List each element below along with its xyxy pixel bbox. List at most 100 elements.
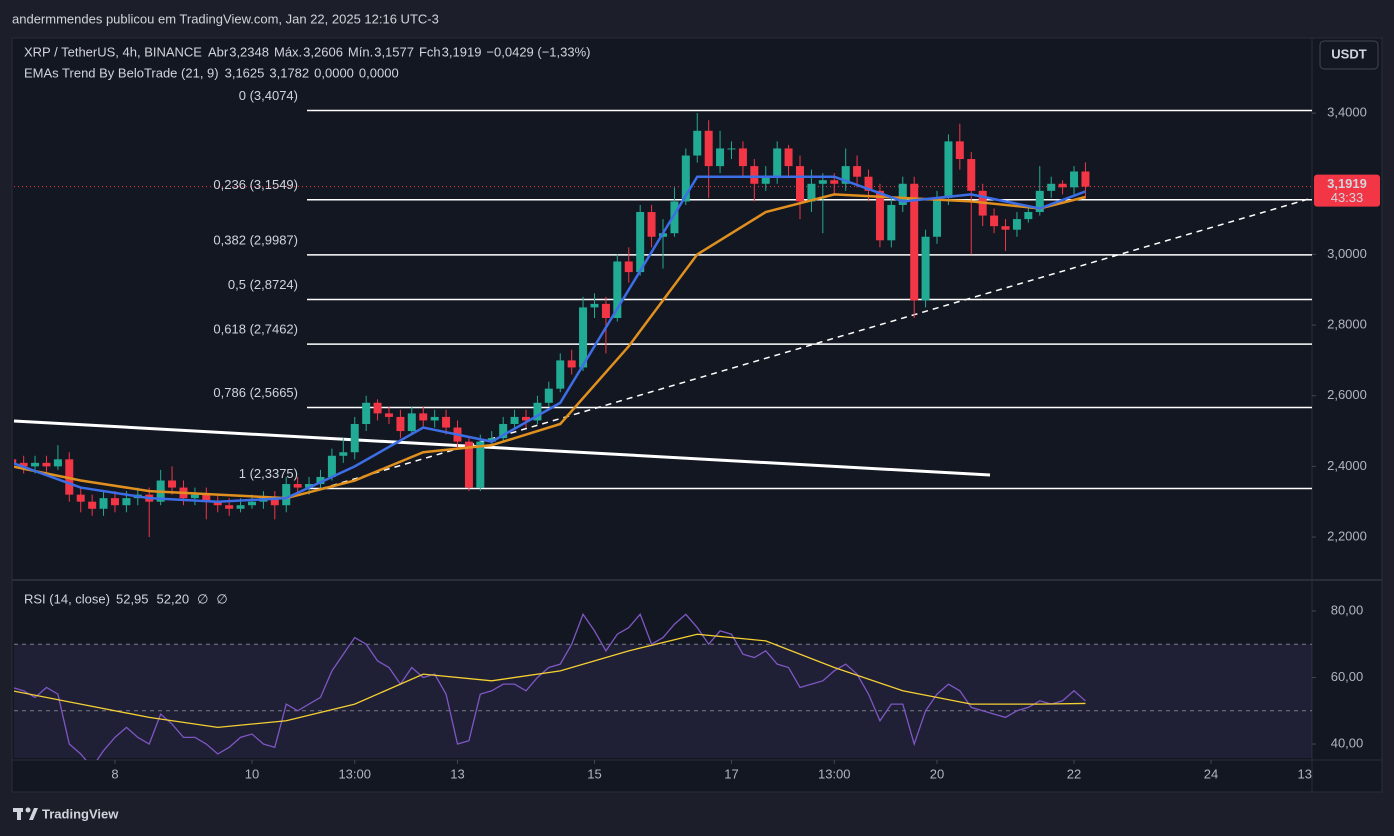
ohlc-key: Abr	[208, 44, 229, 59]
candle-body	[407, 413, 416, 432]
candle-body	[967, 159, 976, 191]
candle-body	[1058, 183, 1067, 188]
fib-label: 0,618 (2,7462)	[213, 322, 298, 337]
candle-body	[168, 480, 177, 488]
candle-body	[487, 438, 496, 442]
y-tick-label: 3,4000	[1327, 105, 1367, 120]
candle-body	[921, 236, 930, 301]
candle-body	[647, 212, 656, 237]
ohlc-value: 3,1919	[442, 44, 482, 59]
candle-body	[225, 505, 234, 509]
candle-body	[818, 180, 827, 184]
indicator-value: 3,1782	[269, 65, 309, 80]
candle-body	[464, 441, 473, 488]
candle-body	[53, 459, 62, 467]
candle-body	[1035, 190, 1044, 213]
candle-body	[339, 452, 348, 456]
x-tick-label: 13:00	[338, 766, 371, 781]
candle-body	[601, 303, 610, 319]
candle-body	[19, 462, 28, 467]
rsi-band	[14, 644, 1312, 758]
fib-label: 0,382 (2,9987)	[213, 232, 298, 247]
tv-logo	[13, 807, 38, 820]
candle-body	[384, 413, 393, 417]
ohlc-value: 3,1577	[374, 44, 414, 59]
fib-label: 0,786 (2,5665)	[213, 385, 298, 400]
trend-line	[13, 419, 991, 477]
ohlc-value: 3,2348	[229, 44, 269, 59]
x-tick-label: 17	[724, 766, 738, 781]
trend-line-dashed	[309, 197, 1313, 493]
ohlc-key: Máx.	[274, 44, 302, 59]
candle-body	[693, 130, 702, 156]
candle-body	[738, 148, 747, 167]
rsi-value: 52,20	[157, 591, 190, 606]
candle-body	[521, 416, 530, 421]
candle-body	[830, 180, 839, 184]
x-tick-label: 22	[1067, 766, 1081, 781]
symbol: XRP / TetherUS, 4h, BINANCE	[24, 44, 202, 59]
indicator-value: 0,0000	[314, 65, 354, 80]
candle-body	[190, 494, 199, 499]
candle-body	[853, 166, 862, 177]
candle-body	[887, 204, 896, 241]
y-tick-label: 2,6000	[1327, 387, 1367, 402]
candle-body	[1012, 219, 1021, 230]
candle-body	[88, 501, 97, 509]
candle-body	[807, 183, 816, 202]
candle-body	[476, 441, 485, 488]
candle-body	[327, 455, 336, 477]
x-tick-label: 15	[587, 766, 601, 781]
candle-body	[14, 459, 17, 463]
candle-body	[875, 190, 884, 241]
currency-button[interactable]	[1319, 40, 1379, 70]
candle-body	[305, 484, 314, 488]
x-tick-label: 24	[1204, 766, 1218, 781]
x-tick-label: 13:00	[1298, 766, 1331, 781]
candle-body	[955, 141, 964, 160]
candle-body	[396, 416, 405, 432]
x-tick-label: 10	[245, 766, 259, 781]
y-tick-label: 2,2000	[1327, 528, 1367, 543]
candle-body	[670, 201, 679, 234]
candle-body	[613, 261, 622, 319]
publisher: andermmendes publicou em TradingView.com…	[12, 11, 439, 26]
candle-body	[236, 505, 245, 509]
candle-body	[499, 423, 508, 439]
candle-body	[624, 261, 633, 273]
rsi-title: RSI (14, close)	[24, 591, 110, 606]
fib-label: 0,5 (2,8724)	[228, 277, 298, 292]
candle-body	[1001, 226, 1010, 230]
ohlc-key: Mín.	[348, 44, 373, 59]
ohlc-value: 3,2606	[303, 44, 343, 59]
candle-body	[1047, 183, 1056, 191]
fib-label: 1 (2,3375)	[239, 466, 298, 481]
candle-body	[944, 141, 953, 198]
candle-body	[704, 130, 713, 167]
candle-body	[350, 423, 359, 453]
indicator-name: EMAs Trend By BeloTrade (21, 9)	[24, 65, 219, 80]
x-tick-label: 13	[450, 766, 464, 781]
candle-body	[910, 183, 919, 301]
candle-body	[76, 494, 85, 502]
candle-body	[362, 402, 371, 424]
rsi-line	[14, 612, 1086, 760]
candle-body	[898, 183, 907, 205]
candle-body	[1070, 171, 1079, 188]
change: −0,0429 (−1,33%)	[486, 44, 590, 59]
candle-body	[419, 413, 428, 421]
x-tick-label: 13:00	[818, 766, 851, 781]
candle-body	[933, 197, 942, 237]
y-tick-label: 3,0000	[1327, 246, 1367, 261]
candle-body	[784, 148, 793, 167]
candle-body	[533, 402, 542, 421]
last-price-tag	[1314, 174, 1380, 207]
x-tick-label: 8	[111, 766, 118, 781]
countdown: 43:33	[1331, 190, 1364, 205]
candle-body	[1024, 212, 1033, 220]
candle-body	[716, 148, 725, 167]
candle-body	[556, 360, 565, 389]
last-price-label: 3,1919	[1327, 176, 1367, 191]
currency[interactable]: USDT	[1331, 46, 1366, 61]
